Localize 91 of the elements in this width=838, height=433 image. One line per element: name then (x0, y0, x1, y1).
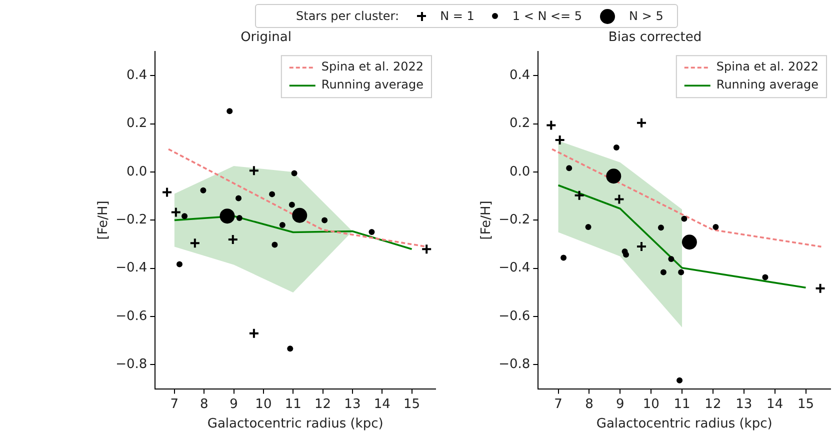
point (279, 222, 286, 228)
point (236, 215, 242, 222)
x-tick-label: 10 (255, 396, 272, 412)
point (712, 224, 719, 230)
point (560, 254, 567, 261)
point (288, 202, 295, 208)
point (546, 120, 557, 131)
point (606, 168, 622, 184)
x-tick-label: 14 (374, 396, 390, 412)
point (272, 242, 278, 248)
x-tick-label: 8 (585, 396, 594, 412)
point (678, 269, 684, 276)
x-tick-label: 12 (704, 396, 722, 412)
point (189, 238, 200, 249)
point (200, 187, 206, 194)
x-tick-label: 9 (616, 396, 624, 412)
point (636, 240, 647, 252)
point (170, 206, 182, 218)
point (421, 244, 432, 255)
point (227, 234, 238, 245)
x-tick-label: 15 (403, 396, 420, 412)
legend-label: N > 5 (629, 9, 664, 23)
legend-label: Spina et al. 2022 (716, 60, 818, 74)
y-tick-label: −0.2 (498, 212, 530, 228)
y-tick-label: −0.6 (498, 308, 530, 324)
x-tick-label: 12 (314, 396, 332, 412)
legend-label: Running average (321, 78, 424, 92)
point (623, 252, 630, 258)
point (287, 346, 294, 352)
point (566, 165, 572, 172)
y-tick-label: −0.6 (116, 308, 148, 324)
legend-label: Spina et al. 2022 (321, 60, 424, 74)
point (248, 165, 260, 176)
y-tick-label: 0.2 (509, 116, 530, 132)
y-tick-label: 0.4 (126, 68, 148, 84)
x-tick-label: 9 (230, 396, 238, 412)
point (660, 269, 666, 276)
legend-label: Running average (716, 78, 819, 92)
point (676, 377, 683, 384)
y-tick-label: −0.2 (116, 212, 148, 228)
point (269, 191, 276, 198)
x-tick-label: 7 (554, 396, 562, 412)
chart-title: Original (240, 30, 292, 46)
point (162, 186, 173, 198)
point (226, 108, 233, 114)
legend-label: N = 1 (440, 9, 474, 23)
y-tick-label: −0.8 (116, 357, 148, 372)
point (585, 224, 592, 230)
y-tick-label: 0.2 (126, 116, 148, 132)
point (636, 117, 647, 128)
point (614, 194, 625, 205)
y-tick-label: 0.0 (509, 164, 530, 180)
point (613, 144, 620, 150)
point (248, 328, 260, 339)
x-axis-title: Galactocentric radius (kpc) (596, 416, 772, 432)
point (658, 224, 664, 231)
x-tick-label: 11 (284, 396, 302, 412)
x-tick-label: 13 (344, 396, 361, 412)
chart-title: Bias corrected (608, 30, 702, 46)
x-tick-label: 13 (736, 396, 752, 412)
x-tick-label: 15 (797, 396, 814, 412)
legend-label: 1 < N <= 5 (512, 9, 582, 23)
point (291, 170, 298, 176)
point (681, 216, 688, 222)
point (176, 261, 182, 268)
point (368, 229, 375, 235)
point (236, 195, 242, 202)
y-tick-label: −0.4 (116, 260, 148, 276)
point (554, 134, 566, 146)
point (668, 256, 674, 262)
x-tick-label: 10 (642, 396, 660, 412)
x-tick-label: 8 (200, 396, 208, 412)
y-tick-label: −0.4 (498, 260, 530, 276)
point (814, 282, 826, 294)
y-tick-label: 0.4 (509, 68, 530, 84)
point (574, 190, 585, 201)
y-tick-label: 0.0 (126, 164, 148, 180)
y-tick-label: −0.8 (498, 357, 530, 372)
point (682, 234, 697, 250)
y-axis-title: [Fe/H] (479, 200, 494, 240)
point (292, 208, 308, 223)
x-tick-label: 11 (674, 396, 690, 412)
x-tick-label: 14 (766, 396, 784, 412)
y-axis-title: [Fe/H] (96, 200, 112, 240)
x-tick-label: 7 (170, 396, 179, 412)
point (220, 208, 235, 224)
point (322, 217, 328, 224)
point (182, 213, 188, 220)
point (762, 274, 768, 280)
x-axis-title: Galactocentric radius (kpc) (207, 416, 384, 432)
legend-title: Stars per cluster: (296, 9, 400, 23)
